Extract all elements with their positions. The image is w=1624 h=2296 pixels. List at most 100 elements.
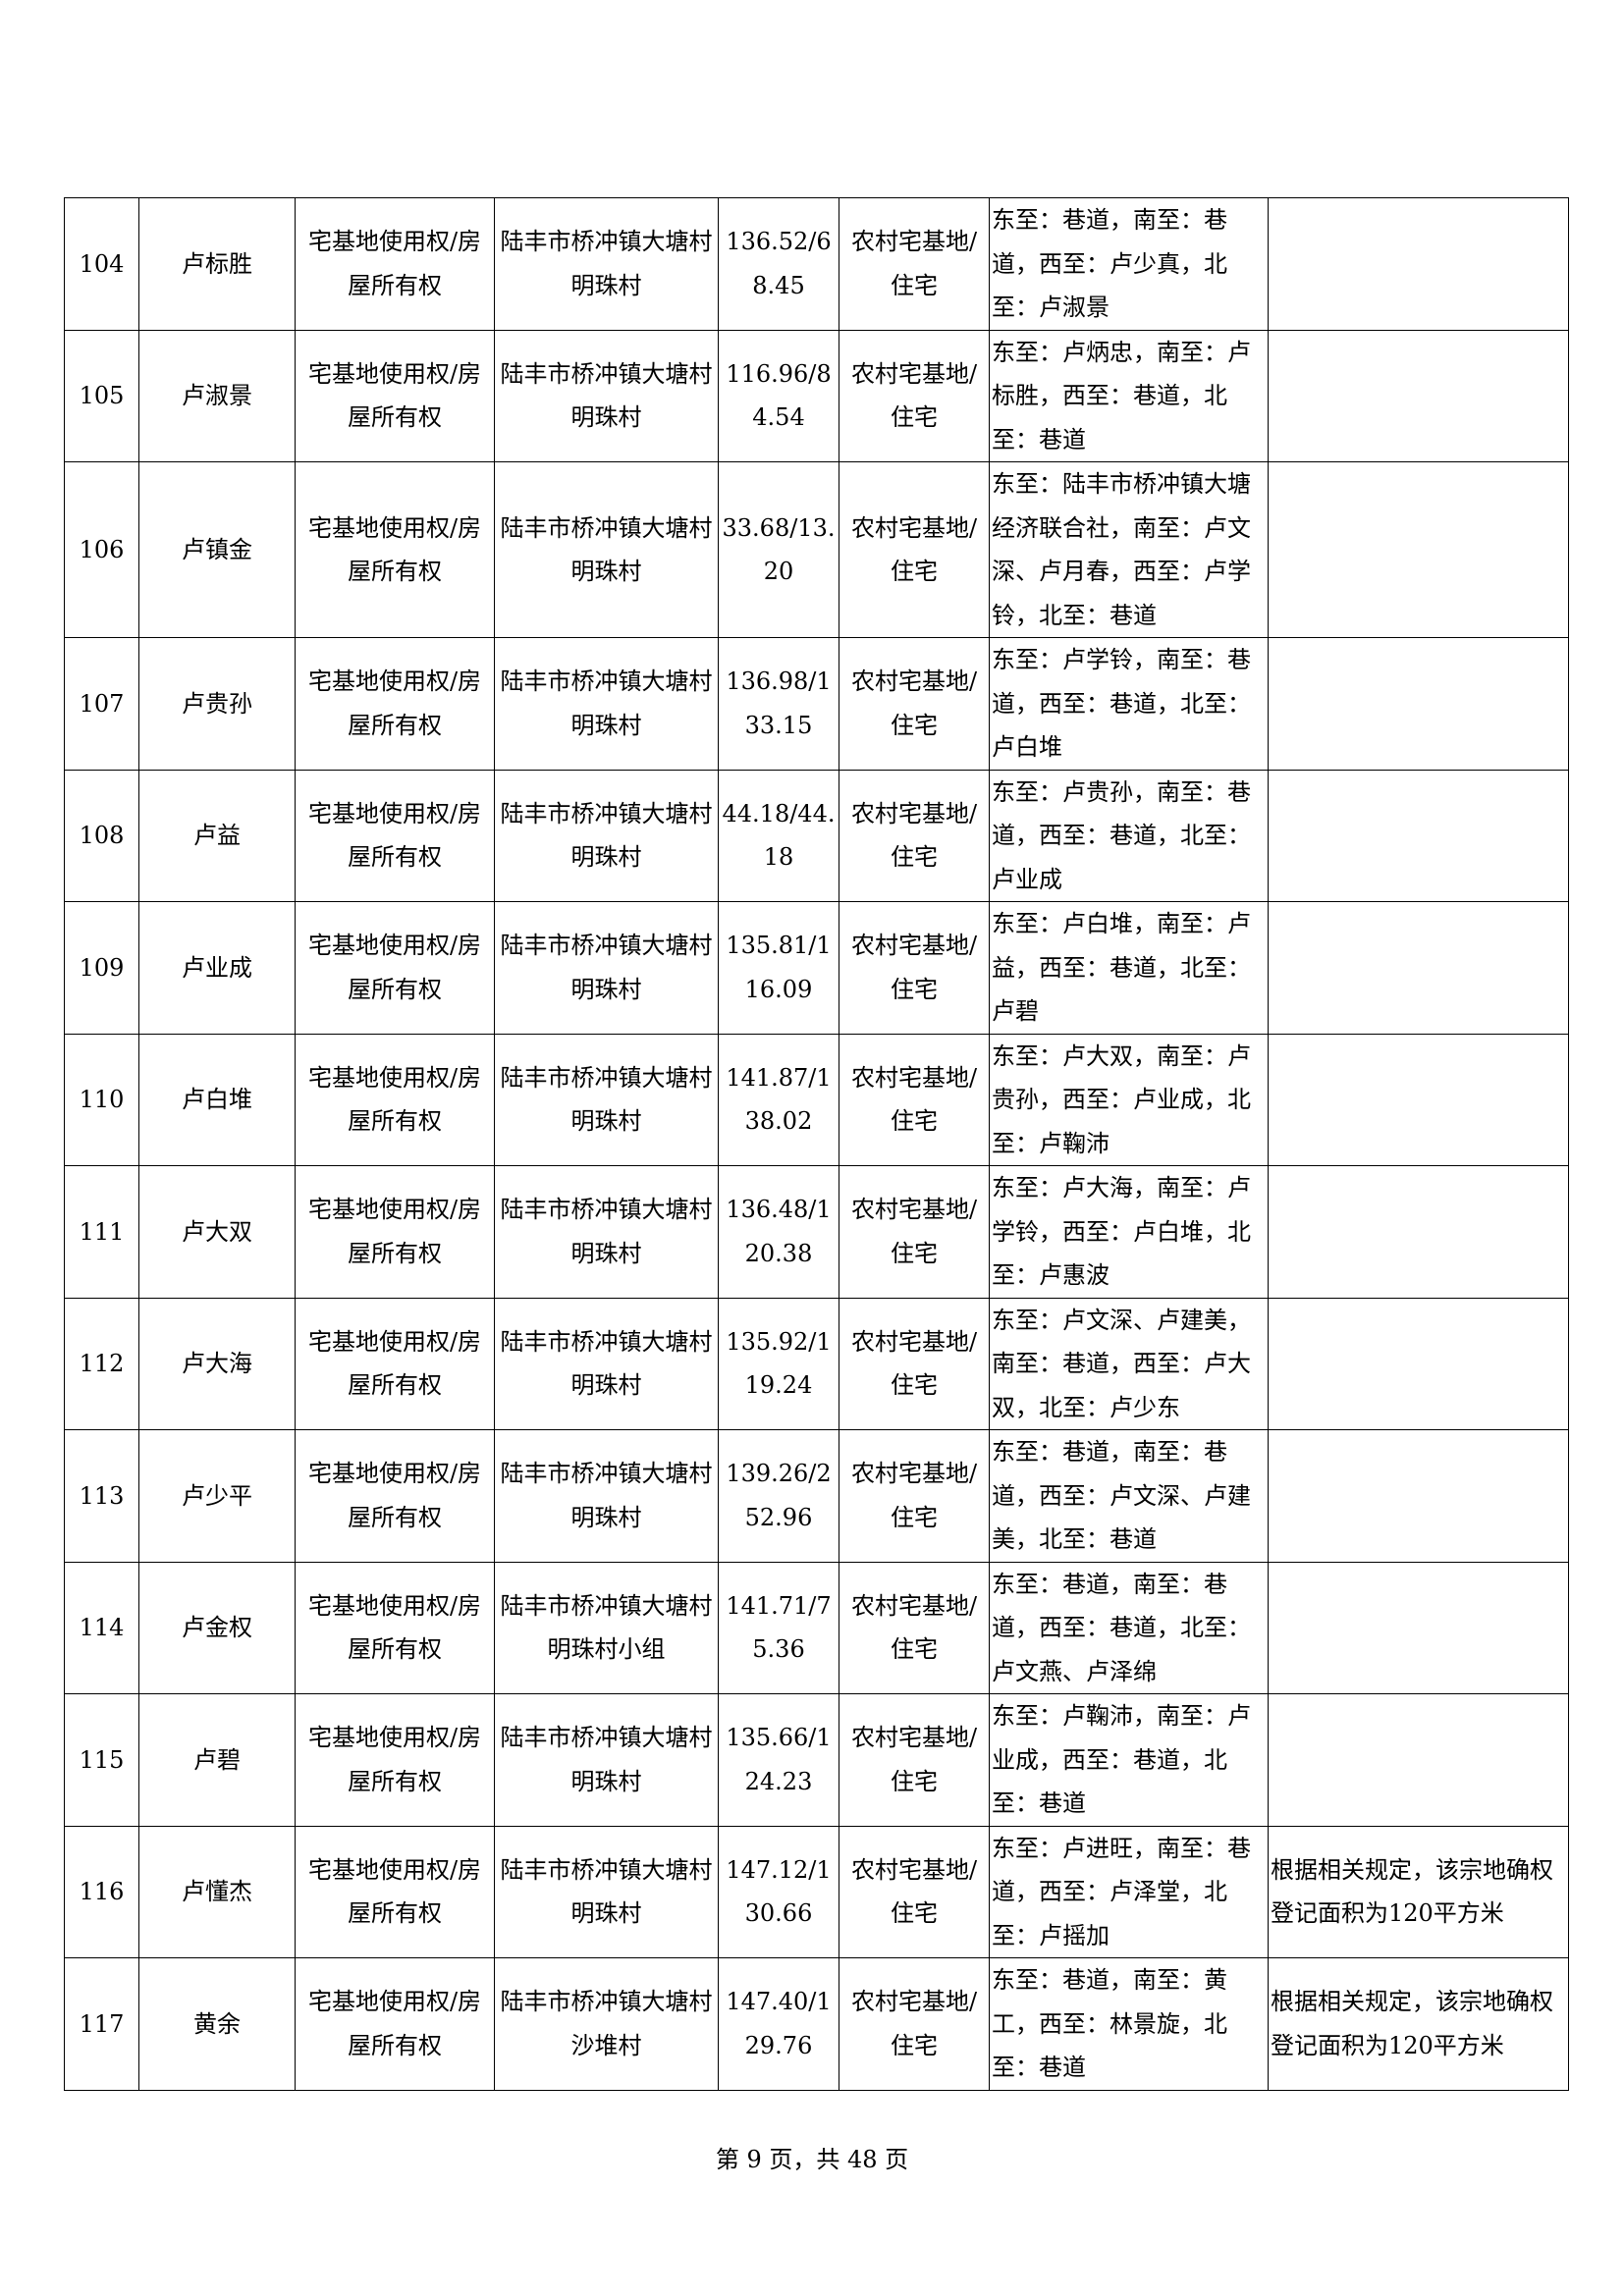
owner-name-cell: 卢少平 bbox=[138, 1429, 296, 1563]
owner-name-cell: 卢碧 bbox=[138, 1693, 296, 1827]
land-use-cell: 农村宅基地/住宅 bbox=[839, 637, 990, 771]
area-cell: 135.66/124.23 bbox=[718, 1693, 839, 1827]
table-row: 105 卢淑景 宅基地使用权/房屋所有权 陆丰市桥冲镇大塘村明珠村 116.96/84.… bbox=[64, 329, 1569, 462]
owner-name-cell: 卢标胜 bbox=[138, 197, 296, 331]
land-use-cell: 农村宅基地/住宅 bbox=[839, 197, 990, 331]
table-row: 106 卢镇金 宅基地使用权/房屋所有权 陆丰市桥冲镇大塘村明珠村 33.68/13.2… bbox=[64, 461, 1569, 638]
boundary-cell: 东至：卢白堆，南至：卢益，西至：巷道，北至：卢碧 bbox=[989, 901, 1269, 1035]
land-use-cell: 农村宅基地/住宅 bbox=[839, 1033, 990, 1166]
right-type-cell: 宅基地使用权/房屋所有权 bbox=[295, 197, 495, 331]
land-use-cell: 农村宅基地/住宅 bbox=[839, 1561, 990, 1694]
note-cell bbox=[1268, 461, 1569, 638]
table-row: 110 卢白堆 宅基地使用权/房屋所有权 陆丰市桥冲镇大塘村明珠村 141.87/138… bbox=[64, 1033, 1569, 1166]
land-use-cell: 农村宅基地/住宅 bbox=[839, 461, 990, 638]
land-use-cell: 农村宅基地/住宅 bbox=[839, 1693, 990, 1827]
note-cell bbox=[1268, 1033, 1569, 1166]
land-use-cell: 农村宅基地/住宅 bbox=[839, 1957, 990, 2091]
right-type-cell: 宅基地使用权/房屋所有权 bbox=[295, 1957, 495, 2091]
note-cell bbox=[1268, 637, 1569, 771]
owner-name-cell: 卢镇金 bbox=[138, 461, 296, 638]
area-cell: 147.12/130.66 bbox=[718, 1825, 839, 1958]
boundary-cell: 东至：卢大海，南至：卢学铃，西至：卢白堆，北至：卢惠波 bbox=[989, 1165, 1269, 1299]
table-row: 116 卢懂杰 宅基地使用权/房屋所有权 陆丰市桥冲镇大塘村明珠村 147.12/130… bbox=[64, 1825, 1569, 1958]
boundary-cell: 东至：巷道，南至：巷道，西至：卢文深、卢建美，北至：巷道 bbox=[989, 1429, 1269, 1563]
row-number-cell: 105 bbox=[64, 329, 139, 462]
land-registry-table: 104 卢标胜 宅基地使用权/房屋所有权 陆丰市桥冲镇大塘村明珠村 136.52/68.… bbox=[64, 197, 1569, 2091]
boundary-cell: 东至：卢大双，南至：卢贵孙，西至：卢业成，北至：卢鞠沛 bbox=[989, 1033, 1269, 1166]
note-cell: 根据相关规定，该宗地确权登记面积为120平方米 bbox=[1268, 1825, 1569, 1958]
boundary-cell: 东至：卢文深、卢建美，南至：巷道，西至：卢大双，北至：卢少东 bbox=[989, 1297, 1269, 1430]
area-cell: 136.48/120.38 bbox=[718, 1165, 839, 1299]
area-cell: 147.40/129.76 bbox=[718, 1957, 839, 2091]
note-cell bbox=[1268, 329, 1569, 462]
note-cell bbox=[1268, 1561, 1569, 1694]
owner-name-cell: 卢淑景 bbox=[138, 329, 296, 462]
note-cell bbox=[1268, 197, 1569, 331]
land-use-cell: 农村宅基地/住宅 bbox=[839, 901, 990, 1035]
location-cell: 陆丰市桥冲镇大塘村明珠村小组 bbox=[494, 1561, 719, 1694]
table-row: 114 卢金权 宅基地使用权/房屋所有权 陆丰市桥冲镇大塘村明珠村小组 141.71/7… bbox=[64, 1561, 1569, 1694]
area-cell: 141.87/138.02 bbox=[718, 1033, 839, 1166]
land-use-cell: 农村宅基地/住宅 bbox=[839, 1297, 990, 1430]
area-cell: 136.98/133.15 bbox=[718, 637, 839, 771]
row-number-cell: 117 bbox=[64, 1957, 139, 2091]
boundary-cell: 东至：巷道，南至：巷道，西至：巷道，北至：卢文燕、卢泽绵 bbox=[989, 1561, 1269, 1694]
right-type-cell: 宅基地使用权/房屋所有权 bbox=[295, 461, 495, 638]
area-cell: 116.96/84.54 bbox=[718, 329, 839, 462]
area-cell: 136.52/68.45 bbox=[718, 197, 839, 331]
location-cell: 陆丰市桥冲镇大塘村明珠村 bbox=[494, 197, 719, 331]
row-number-cell: 111 bbox=[64, 1165, 139, 1299]
location-cell: 陆丰市桥冲镇大塘村明珠村 bbox=[494, 637, 719, 771]
page-footer: 第 9 页，共 48 页 bbox=[715, 2146, 909, 2173]
note-cell bbox=[1268, 769, 1569, 902]
owner-name-cell: 卢白堆 bbox=[138, 1033, 296, 1166]
note-cell: 根据相关规定，该宗地确权登记面积为120平方米 bbox=[1268, 1957, 1569, 2091]
location-cell: 陆丰市桥冲镇大塘村明珠村 bbox=[494, 769, 719, 902]
row-number-cell: 109 bbox=[64, 901, 139, 1035]
owner-name-cell: 卢金权 bbox=[138, 1561, 296, 1694]
location-cell: 陆丰市桥冲镇大塘村明珠村 bbox=[494, 1825, 719, 1958]
owner-name-cell: 黄余 bbox=[138, 1957, 296, 2091]
boundary-cell: 东至：卢贵孙，南至：巷道，西至：巷道，北至：卢业成 bbox=[989, 769, 1269, 902]
location-cell: 陆丰市桥冲镇大塘村明珠村 bbox=[494, 1165, 719, 1299]
note-cell bbox=[1268, 1429, 1569, 1563]
table-row: 112 卢大海 宅基地使用权/房屋所有权 陆丰市桥冲镇大塘村明珠村 135.92/119… bbox=[64, 1297, 1569, 1430]
owner-name-cell: 卢益 bbox=[138, 769, 296, 902]
right-type-cell: 宅基地使用权/房屋所有权 bbox=[295, 1033, 495, 1166]
area-cell: 44.18/44.18 bbox=[718, 769, 839, 902]
right-type-cell: 宅基地使用权/房屋所有权 bbox=[295, 1561, 495, 1694]
right-type-cell: 宅基地使用权/房屋所有权 bbox=[295, 1693, 495, 1827]
right-type-cell: 宅基地使用权/房屋所有权 bbox=[295, 1825, 495, 1958]
row-number-cell: 110 bbox=[64, 1033, 139, 1166]
owner-name-cell: 卢懂杰 bbox=[138, 1825, 296, 1958]
note-cell bbox=[1268, 1297, 1569, 1430]
land-use-cell: 农村宅基地/住宅 bbox=[839, 769, 990, 902]
land-use-cell: 农村宅基地/住宅 bbox=[839, 329, 990, 462]
row-number-cell: 104 bbox=[64, 197, 139, 331]
boundary-cell: 东至：卢鞠沛，南至：卢业成，西至：巷道，北至：巷道 bbox=[989, 1693, 1269, 1827]
table-row: 107 卢贵孙 宅基地使用权/房屋所有权 陆丰市桥冲镇大塘村明珠村 136.98/133… bbox=[64, 637, 1569, 771]
table-row: 113 卢少平 宅基地使用权/房屋所有权 陆丰市桥冲镇大塘村明珠村 139.26/252… bbox=[64, 1429, 1569, 1563]
boundary-cell: 东至：卢炳忠，南至：卢标胜，西至：巷道，北至：巷道 bbox=[989, 329, 1269, 462]
row-number-cell: 115 bbox=[64, 1693, 139, 1827]
table-row: 108 卢益 宅基地使用权/房屋所有权 陆丰市桥冲镇大塘村明珠村 44.18/44.18… bbox=[64, 769, 1569, 902]
location-cell: 陆丰市桥冲镇大塘村明珠村 bbox=[494, 329, 719, 462]
land-use-cell: 农村宅基地/住宅 bbox=[839, 1165, 990, 1299]
right-type-cell: 宅基地使用权/房屋所有权 bbox=[295, 637, 495, 771]
location-cell: 陆丰市桥冲镇大塘村明珠村 bbox=[494, 461, 719, 638]
location-cell: 陆丰市桥冲镇大塘村明珠村 bbox=[494, 901, 719, 1035]
row-number-cell: 114 bbox=[64, 1561, 139, 1694]
location-cell: 陆丰市桥冲镇大塘村明珠村 bbox=[494, 1429, 719, 1563]
owner-name-cell: 卢大双 bbox=[138, 1165, 296, 1299]
table-row: 115 卢碧 宅基地使用权/房屋所有权 陆丰市桥冲镇大塘村明珠村 135.66/124.… bbox=[64, 1693, 1569, 1827]
row-number-cell: 116 bbox=[64, 1825, 139, 1958]
area-cell: 135.92/119.24 bbox=[718, 1297, 839, 1430]
boundary-cell: 东至：巷道，南至：黄工，西至：林景旋，北至：巷道 bbox=[989, 1957, 1269, 2091]
right-type-cell: 宅基地使用权/房屋所有权 bbox=[295, 1429, 495, 1563]
area-cell: 33.68/13.20 bbox=[718, 461, 839, 638]
row-number-cell: 113 bbox=[64, 1429, 139, 1563]
owner-name-cell: 卢业成 bbox=[138, 901, 296, 1035]
location-cell: 陆丰市桥冲镇大塘村明珠村 bbox=[494, 1693, 719, 1827]
boundary-cell: 东至：巷道，南至：巷道，西至：卢少真，北至：卢淑景 bbox=[989, 197, 1269, 331]
right-type-cell: 宅基地使用权/房屋所有权 bbox=[295, 769, 495, 902]
